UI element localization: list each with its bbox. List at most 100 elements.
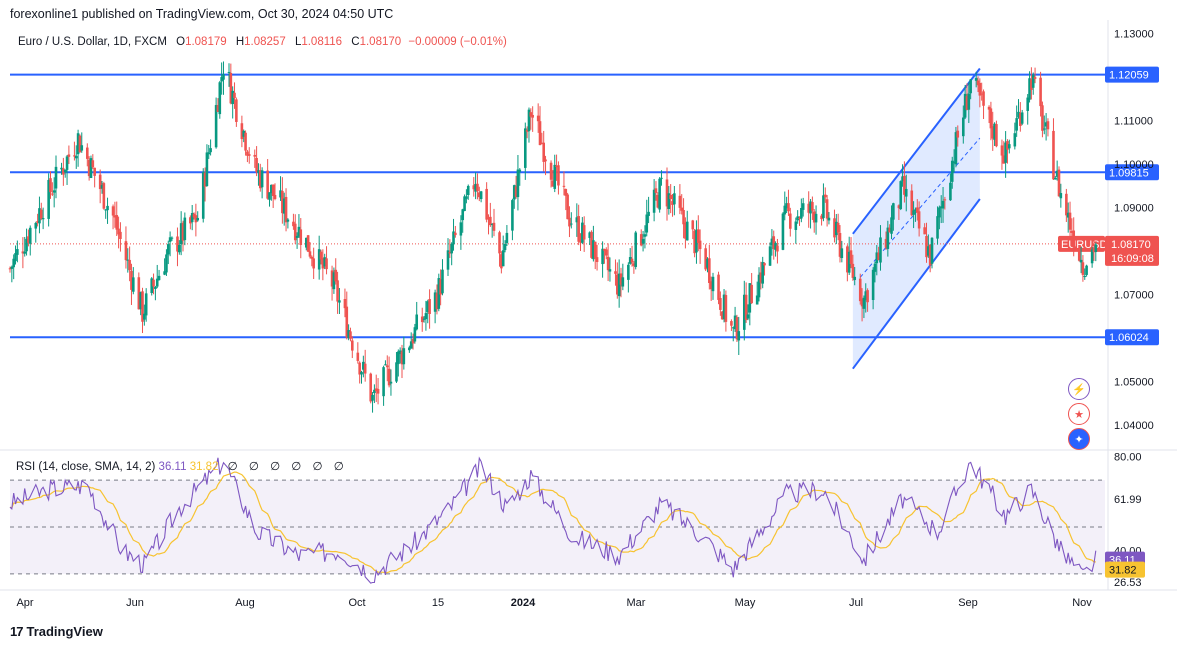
candle-body bbox=[104, 209, 107, 211]
candle-body bbox=[511, 200, 514, 231]
price-tag-label: 1.09815 bbox=[1109, 167, 1149, 179]
candle-body bbox=[1013, 133, 1017, 147]
candle-body bbox=[722, 294, 726, 320]
candle-body bbox=[67, 154, 71, 157]
candle-body bbox=[901, 176, 904, 182]
candle-body bbox=[332, 272, 336, 290]
footer-brand[interactable]: 17 TradingView bbox=[10, 624, 103, 639]
candle-body bbox=[698, 240, 702, 250]
candle-body bbox=[884, 238, 888, 248]
candle-body bbox=[904, 188, 908, 197]
candle-body bbox=[696, 229, 700, 243]
current-price-label: 1.08170 bbox=[1111, 239, 1151, 251]
candle-body bbox=[28, 227, 32, 244]
candle-body bbox=[119, 231, 122, 239]
candle-body bbox=[222, 74, 225, 80]
symbol-tag-label: EURUSD bbox=[1061, 239, 1108, 251]
candle-body bbox=[708, 258, 711, 283]
candle-body bbox=[413, 327, 417, 342]
rsi-title[interactable]: RSI (14, close, SMA, 14, 2) bbox=[16, 461, 156, 473]
candle-body bbox=[566, 194, 569, 220]
candle-body bbox=[706, 258, 709, 268]
candle-body bbox=[426, 301, 430, 313]
candle-body bbox=[711, 276, 715, 292]
countdown-label: 16:09:08 bbox=[1111, 253, 1154, 265]
candle-body bbox=[860, 298, 864, 307]
price-tick-label: 1.05000 bbox=[1114, 377, 1154, 389]
candle-body bbox=[183, 217, 187, 241]
candle-body bbox=[768, 246, 772, 266]
horizontal-lines[interactable]: 1.12059 1.09815 1.06024 EURUSD 1.08170 16:09:… bbox=[10, 66, 1159, 346]
candle-body bbox=[544, 159, 547, 162]
candle-body bbox=[150, 278, 154, 294]
candle-body bbox=[441, 269, 444, 294]
candle-body bbox=[382, 367, 385, 397]
candle-body bbox=[781, 213, 785, 250]
candle-body bbox=[387, 368, 391, 386]
candle-body bbox=[991, 126, 995, 139]
candle-body bbox=[384, 364, 387, 366]
eu-flag-icon[interactable]: ✦ bbox=[1068, 428, 1090, 450]
candle-body bbox=[735, 317, 739, 340]
time-tick-label: 2024 bbox=[511, 597, 536, 609]
rsi-pane[interactable] bbox=[9, 456, 1105, 584]
candle-body bbox=[203, 172, 207, 187]
candle-body bbox=[284, 196, 288, 223]
candle-body bbox=[954, 132, 958, 165]
candle-body bbox=[450, 243, 453, 254]
candle-body bbox=[1072, 230, 1076, 248]
candle-body bbox=[682, 210, 685, 225]
candle-body bbox=[969, 79, 972, 94]
candle-body bbox=[334, 269, 338, 282]
current-price-box bbox=[1105, 235, 1159, 266]
price-axis[interactable]: 1.13000 1.11000 1.10000 1.09000 1.07000 1.050… bbox=[1114, 29, 1154, 433]
lightning-icon[interactable]: ⚡ bbox=[1068, 378, 1090, 400]
candle-body bbox=[422, 318, 426, 320]
candle-body bbox=[577, 216, 580, 242]
candle-body bbox=[814, 213, 818, 223]
candle-body bbox=[595, 257, 599, 263]
candle-body bbox=[1006, 141, 1009, 150]
candle-body bbox=[833, 218, 836, 238]
parallel-channel[interactable] bbox=[852, 67, 981, 370]
time-axis[interactable]: Apr Jun Aug Oct 15 2024 Mar May Jul Sep Nov bbox=[16, 597, 1092, 609]
rsi-sma-line bbox=[9, 471, 1096, 574]
candle-body bbox=[849, 250, 853, 265]
candle-body bbox=[862, 297, 866, 309]
candle-body bbox=[465, 196, 468, 199]
candle-body bbox=[428, 299, 431, 314]
symbol-title[interactable]: Euro / U.S. Dollar, 1D, FXCM bbox=[18, 36, 167, 48]
time-tick-label: May bbox=[735, 597, 756, 609]
candle-body bbox=[345, 306, 349, 338]
candle-body bbox=[461, 209, 465, 221]
candle-body bbox=[671, 201, 674, 205]
candle-body bbox=[282, 198, 286, 214]
candle-body bbox=[660, 177, 663, 179]
candle-body bbox=[479, 191, 483, 200]
us-flag-icon[interactable]: ★ bbox=[1068, 403, 1090, 425]
candle-body bbox=[1068, 212, 1072, 230]
candle-body bbox=[356, 352, 360, 361]
candle-body bbox=[194, 215, 198, 223]
candle-body bbox=[117, 228, 120, 235]
candle-body bbox=[227, 71, 231, 73]
candle-body bbox=[588, 232, 592, 238]
candle-body bbox=[601, 248, 604, 265]
candle-body bbox=[941, 200, 945, 209]
candle-body bbox=[165, 254, 168, 273]
candle-body bbox=[603, 248, 606, 251]
candle-body bbox=[899, 181, 903, 210]
price-tag-box bbox=[1105, 164, 1159, 181]
candle-body bbox=[943, 199, 947, 201]
candle-body bbox=[724, 295, 728, 322]
candle-body bbox=[632, 263, 636, 266]
candle-body bbox=[168, 237, 172, 242]
candle-body bbox=[111, 206, 115, 216]
candle-body bbox=[1065, 193, 1068, 216]
candle-body bbox=[877, 252, 880, 261]
time-tick-label: Oct bbox=[348, 597, 365, 609]
time-tick-label: Apr bbox=[16, 597, 33, 609]
candle-body bbox=[371, 394, 374, 401]
